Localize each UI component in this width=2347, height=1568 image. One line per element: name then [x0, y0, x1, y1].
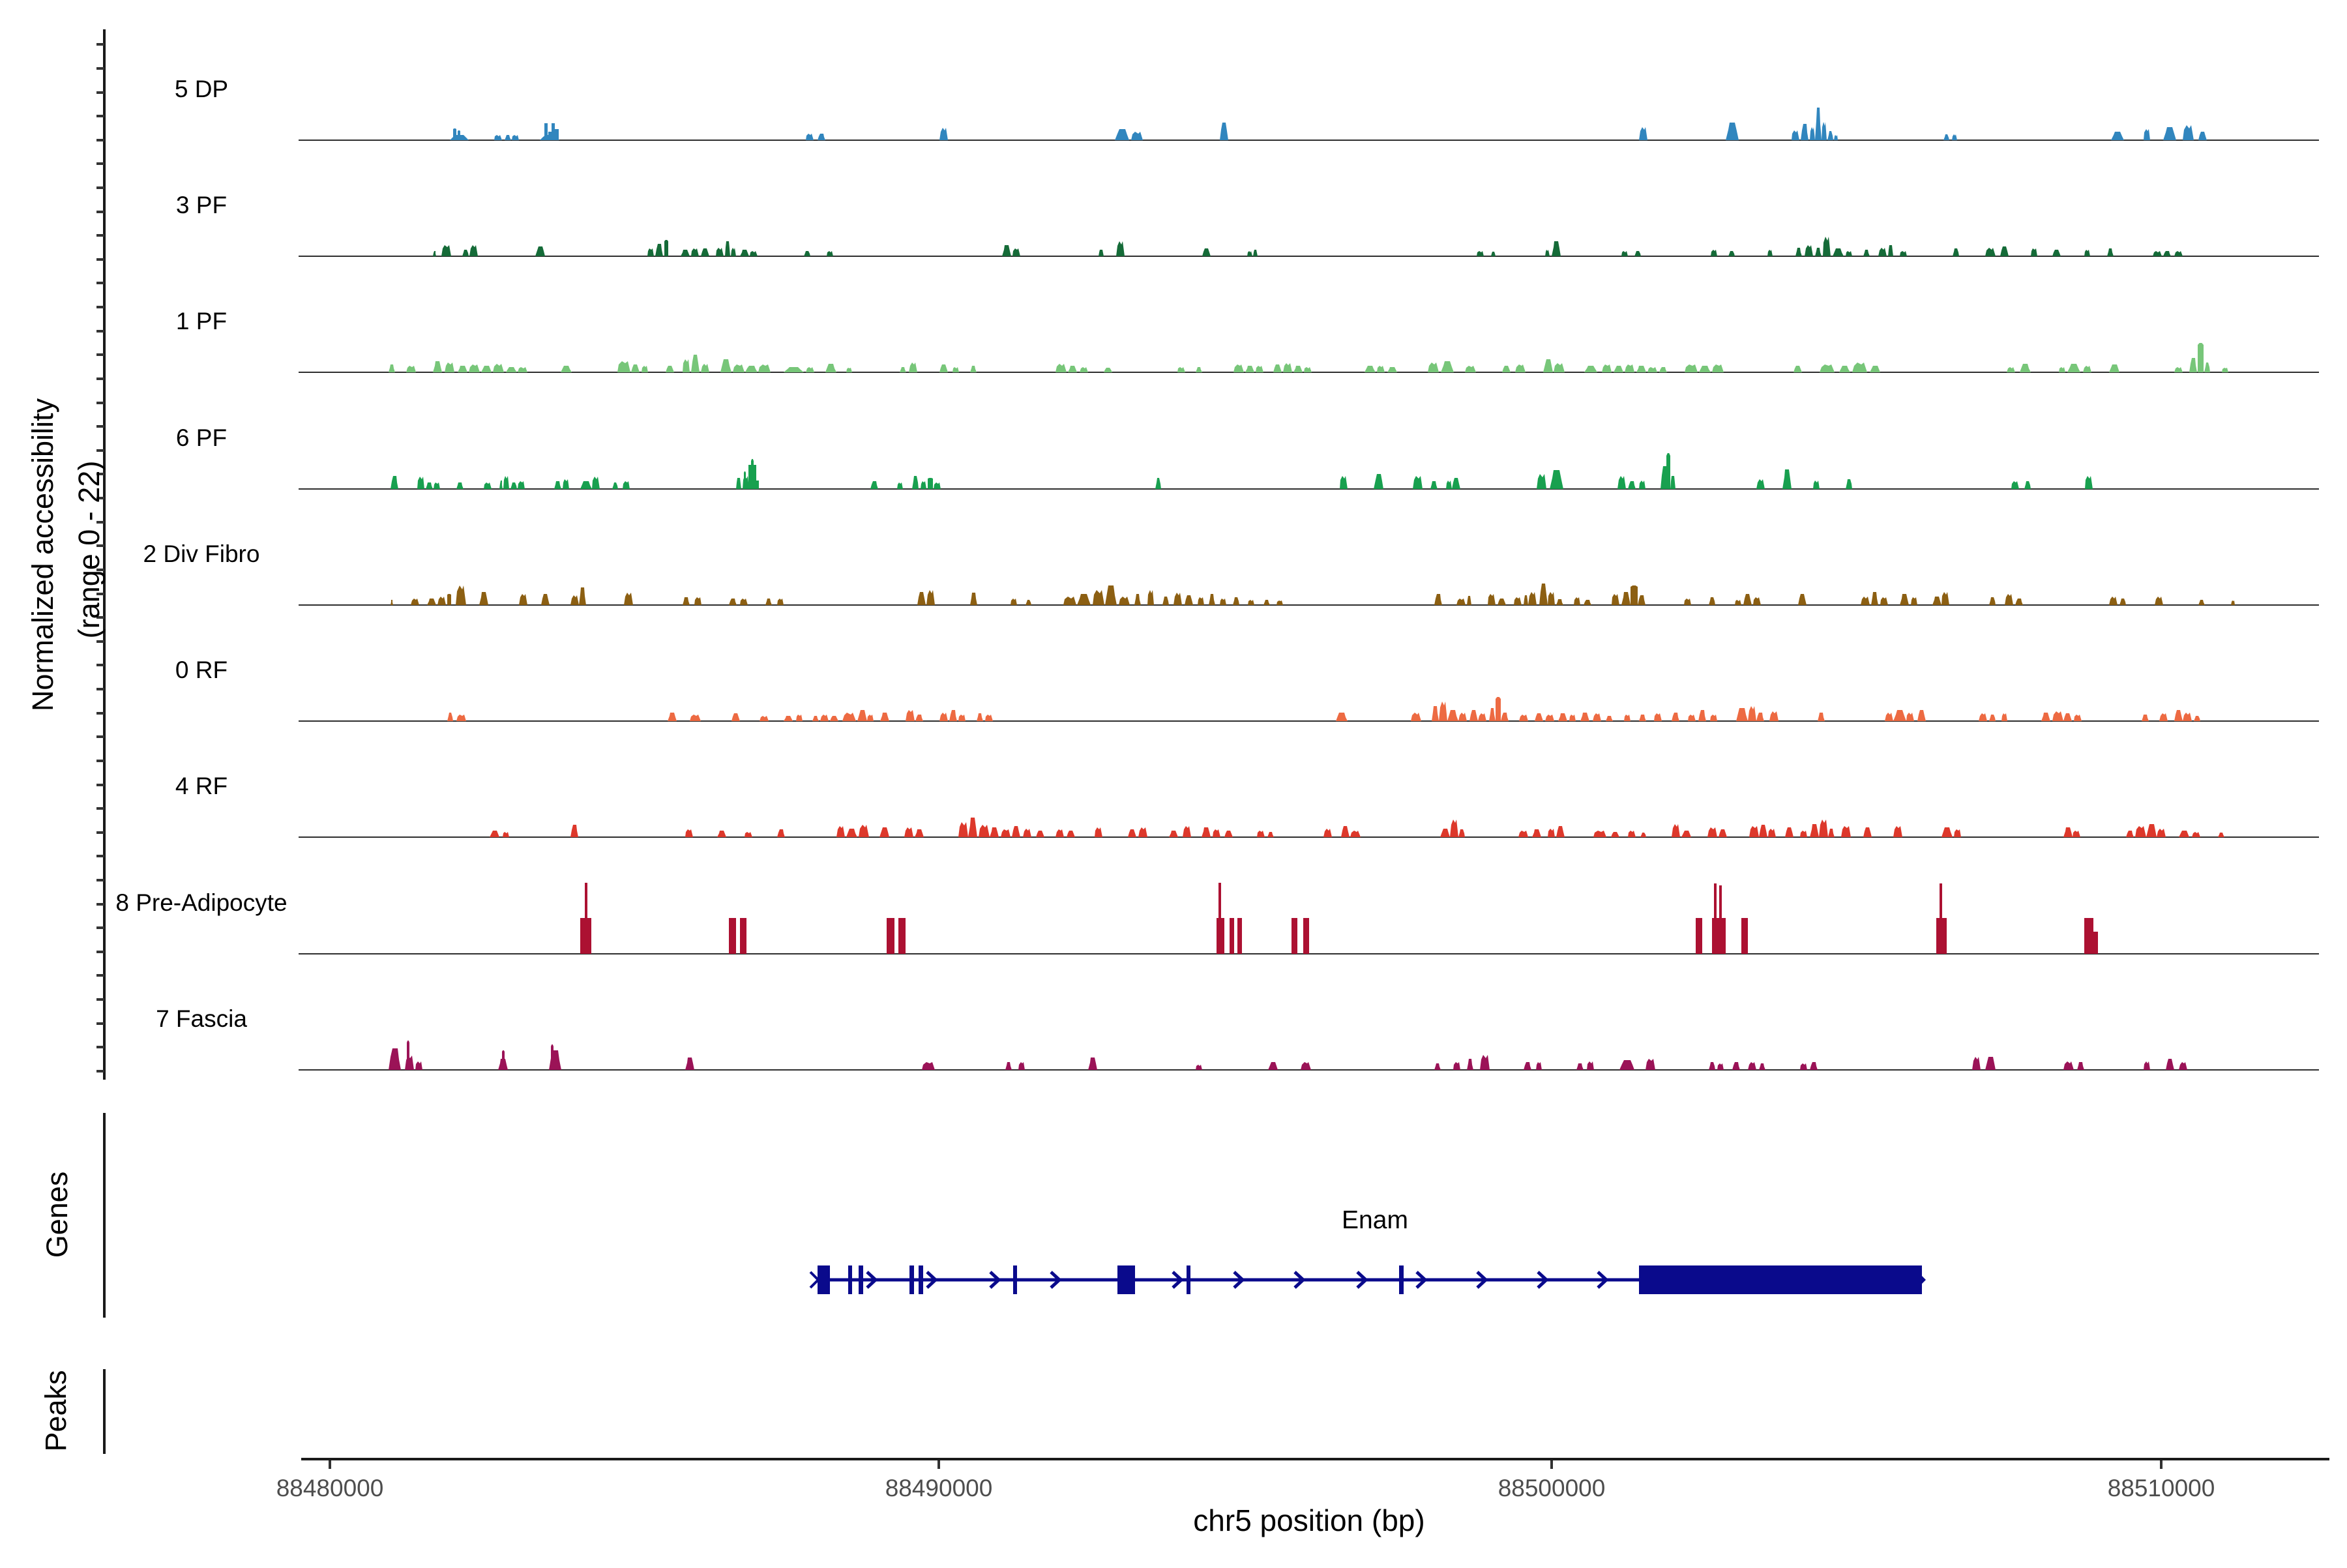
svg-text:2 Div Fibro: 2 Div Fibro [143, 540, 260, 567]
svg-text:Genes: Genes [40, 1172, 74, 1258]
svg-text:chr5 position (bp): chr5 position (bp) [1193, 1503, 1424, 1537]
svg-text:1 PF: 1 PF [176, 308, 227, 334]
svg-text:88510000: 88510000 [2108, 1475, 2215, 1501]
svg-text:6 PF: 6 PF [176, 424, 227, 451]
svg-text:Peaks: Peaks [39, 1370, 72, 1451]
svg-text:5 DP: 5 DP [175, 76, 228, 102]
svg-text:Normalized accessibility: Normalized accessibility [26, 398, 59, 711]
svg-text:88490000: 88490000 [885, 1475, 993, 1501]
svg-text:(range 0 - 22): (range 0 - 22) [72, 461, 106, 639]
svg-text:7 Fascia: 7 Fascia [156, 1005, 247, 1032]
svg-text:0 RF: 0 RF [175, 657, 228, 683]
svg-text:8 Pre-Adipocyte: 8 Pre-Adipocyte [115, 889, 287, 916]
svg-text:88480000: 88480000 [276, 1475, 384, 1501]
svg-text:Enam: Enam [1342, 1206, 1408, 1234]
svg-text:3 PF: 3 PF [176, 192, 227, 218]
svg-text:88500000: 88500000 [1498, 1475, 1606, 1501]
svg-text:4 RF: 4 RF [175, 773, 228, 799]
